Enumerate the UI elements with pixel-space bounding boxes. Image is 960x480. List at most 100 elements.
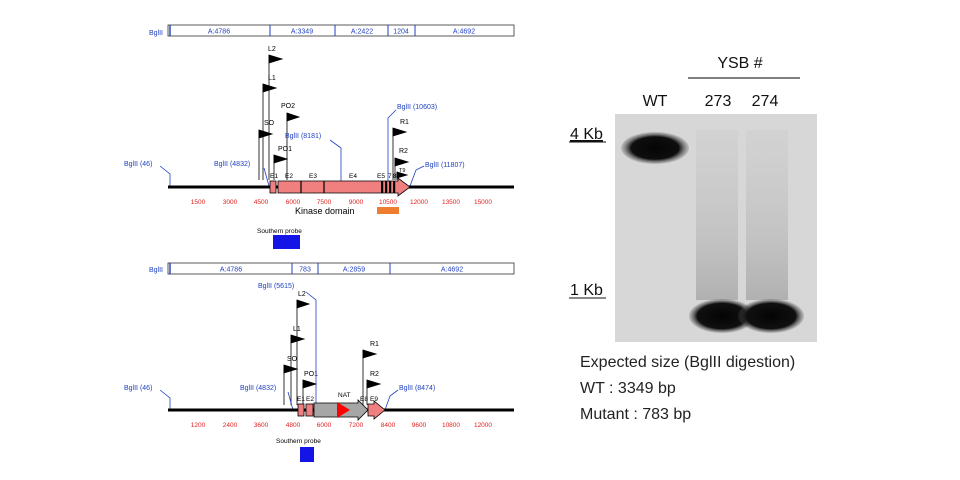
exon-label: E9 (370, 396, 378, 403)
primer-label: SO (287, 356, 298, 363)
primer-label: PO1 (304, 371, 318, 378)
primer-label: PO2 (281, 103, 295, 110)
top-ticks: 1500 3000 4500 6000 7500 9000 10500 1200… (191, 199, 493, 206)
tick-label: 1200 (191, 422, 206, 429)
top-frag-label: A:2422 (351, 29, 373, 36)
top-gene-map: BglII A:4786 A:3349 A:2422 1204 A:4692 L… (124, 24, 515, 249)
primer-label: R1 (400, 119, 409, 126)
probe-label: Southern probe (257, 228, 302, 235)
primer-label: L1 (268, 75, 276, 82)
tick-label: 8400 (381, 422, 396, 429)
tick-label: 4800 (286, 422, 301, 429)
bottom-frag-label: A:4692 (441, 267, 463, 274)
primer-label: PO1 (278, 146, 292, 153)
lane-smear (746, 130, 788, 300)
primer-label: T9 (399, 168, 405, 174)
southern-blot: YSB # WT 273 274 4 Kb 1 Kb (569, 55, 817, 342)
tick-label: 1500 (191, 199, 206, 206)
exon-label: E2 (306, 396, 314, 403)
tick-label: 3000 (223, 199, 238, 206)
bottom-frag-label: 783 (299, 267, 311, 274)
primer-label: SO (264, 120, 275, 127)
exon-label: 7 (388, 173, 392, 180)
blot-group-label: YSB # (717, 55, 762, 72)
lane-label: 273 (705, 93, 732, 110)
exon-e1 (297, 403, 305, 417)
tick-label: 12000 (474, 422, 492, 429)
bottom-fragment-bar: BglII A:4786 783 A:2859 A:4692 (149, 262, 515, 275)
size-marker-label: 1 Kb (570, 282, 603, 299)
probe-label: Southern probe (276, 438, 321, 445)
top-fragment-bar: BglII A:4786 A:3349 A:2422 1204 A:4692 (149, 24, 515, 37)
bottom-ticks: 1200 2400 3600 4800 6000 7200 8400 9600 … (191, 422, 493, 429)
exon-e2 (305, 403, 314, 417)
probe-bar (273, 235, 300, 249)
bottom-primers: L2 L1 SO PO1 R1 R2 (283, 291, 382, 405)
lane-label: 274 (752, 93, 779, 110)
kinase-domain-bar (377, 207, 399, 214)
top-primers: L2 L1 PO2 SO PO1 R1 R2 T9 (258, 46, 410, 180)
site-label: BglII (8181) (285, 133, 321, 140)
exon-label: E8 (360, 396, 368, 403)
primer-label: L1 (293, 326, 301, 333)
primer-label: L2 (298, 291, 306, 298)
tick-label: 6000 (286, 199, 301, 206)
gene-arrow (277, 177, 411, 197)
tick-label: 12000 (410, 199, 428, 206)
bottom-frag-enzyme: BglII (149, 267, 163, 274)
site-label: BglII (4832) (240, 385, 276, 392)
exon-e1 (269, 180, 277, 194)
bottom-gene-map: BglII A:4786 783 A:2859 A:4692 L2 L1 SO … (124, 262, 515, 462)
lane-smear (696, 130, 738, 300)
exon-label: E1 (297, 396, 305, 403)
exon-label: E3 (309, 173, 317, 180)
bottom-gene (297, 399, 386, 421)
exon-label: E5 (377, 173, 385, 180)
tick-label: 9000 (349, 199, 364, 206)
site-label: BglII (46) (124, 385, 152, 392)
tick-label: 3600 (254, 422, 269, 429)
tick-label: 6000 (317, 422, 332, 429)
probe-bar (300, 447, 314, 462)
nat-marker (337, 402, 350, 418)
notes-mutant-size: Mutant : 783 bp (580, 406, 692, 423)
primer-label: L2 (268, 46, 276, 53)
site-label: BglII (8474) (399, 385, 435, 392)
expected-size-notes: Expected size (BglII digestion) WT : 334… (580, 350, 795, 428)
top-frag-label: 1204 (393, 29, 409, 36)
top-frag-label: A:4692 (453, 29, 475, 36)
top-gene (269, 177, 411, 197)
top-frag-enzyme: BglII (149, 30, 163, 37)
wt-band (621, 132, 689, 164)
notes-heading: Expected size (BglII digestion) (580, 354, 796, 371)
lane-label: WT (643, 93, 668, 110)
tick-label: 4500 (254, 199, 269, 206)
tick-label: 10800 (442, 422, 460, 429)
top-exon-labels: E1 E2 E3 E4 E5 7 8 (270, 173, 397, 180)
exon-label: E1 (270, 173, 278, 180)
tick-label: 7500 (317, 199, 332, 206)
mutant-band (689, 299, 755, 333)
gene-arrow (367, 400, 386, 420)
notes-wt-size: WT : 3349 bp (580, 380, 676, 397)
bottom-frag-label: A:4786 (220, 267, 242, 274)
bottom-sites: BglII (46) BglII (4832) BglII (5615) Bgl… (124, 283, 435, 411)
bottom-frag-label: A:2859 (343, 267, 365, 274)
site-label: BglII (5615) (258, 283, 294, 290)
size-marker-label: 4 Kb (570, 126, 603, 143)
tick-label: 13500 (442, 199, 460, 206)
primer-label: R1 (370, 341, 379, 348)
site-label: BglII (10603) (397, 104, 437, 111)
tick-label: 7200 (349, 422, 364, 429)
exon-label: 8 (393, 173, 397, 180)
top-frag-label: A:3349 (291, 29, 313, 36)
tick-label: 10500 (379, 199, 397, 206)
tick-label: 9600 (412, 422, 427, 429)
site-label: BglII (11807) (425, 162, 465, 169)
primer-label: R2 (370, 371, 379, 378)
tick-label: 15000 (474, 199, 492, 206)
site-label: BglII (46) (124, 161, 152, 168)
mutant-band (738, 299, 804, 333)
exon-label: NAT (338, 392, 351, 399)
